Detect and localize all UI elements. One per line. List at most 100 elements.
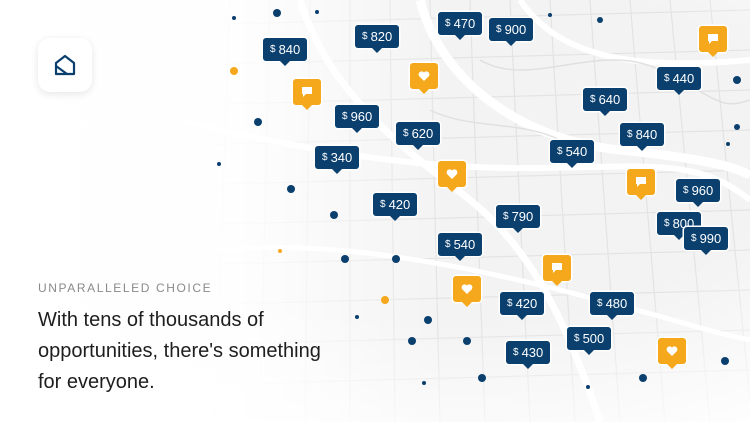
price-pin[interactable]: $540: [438, 233, 483, 261]
favorite-pin[interactable]: [438, 161, 466, 192]
message-pin[interactable]: [543, 255, 571, 286]
currency-symbol: $: [445, 239, 451, 250]
map-dot: [463, 337, 471, 345]
price-pin[interactable]: $640: [583, 88, 628, 116]
map-dot: [315, 10, 319, 14]
map-dot: [478, 374, 486, 382]
price-pin[interactable]: $960: [676, 179, 721, 207]
price-pin[interactable]: $500: [567, 327, 612, 355]
currency-symbol: $: [403, 128, 409, 139]
price-pin[interactable]: $820: [355, 25, 400, 53]
currency-symbol: $: [513, 347, 519, 358]
map-dot: [733, 76, 741, 84]
heart-icon: [418, 71, 430, 81]
chat-bubble-icon: [708, 34, 718, 44]
price-value: 540: [565, 144, 588, 159]
price-value: 900: [504, 22, 527, 37]
map-dot: [278, 249, 282, 253]
price-pin[interactable]: $430: [506, 341, 551, 369]
message-pin[interactable]: [627, 169, 655, 200]
price-value: 840: [278, 42, 301, 57]
price-value: 500: [582, 331, 605, 346]
price-pin[interactable]: $790: [496, 205, 541, 233]
map-dot: [392, 255, 400, 263]
price-value: 990: [699, 231, 722, 246]
price-pin[interactable]: $440: [657, 67, 702, 95]
price-pin[interactable]: $340: [315, 146, 360, 174]
currency-symbol: $: [691, 233, 697, 244]
currency-symbol: $: [496, 24, 502, 35]
price-value: 440: [672, 71, 695, 86]
price-value: 480: [605, 296, 628, 311]
map-dot: [424, 316, 432, 324]
price-pin[interactable]: $900: [489, 18, 534, 46]
currency-symbol: $: [664, 73, 670, 84]
price-pin[interactable]: $840: [263, 38, 308, 66]
section-eyebrow: UNPARALLELED CHOICE: [38, 281, 213, 295]
price-pin[interactable]: $480: [590, 292, 635, 320]
heart-icon: [461, 284, 473, 294]
price-value: 620: [411, 126, 434, 141]
price-value: 540: [453, 237, 476, 252]
price-pin[interactable]: $840: [620, 123, 665, 151]
currency-symbol: $: [664, 218, 670, 229]
price-pin[interactable]: $540: [550, 140, 595, 168]
favorite-pin[interactable]: [453, 276, 481, 307]
headline: With tens of thousands of opportunities,…: [38, 309, 321, 393]
currency-symbol: $: [627, 129, 633, 140]
map-dot: [232, 16, 236, 20]
message-pin[interactable]: [699, 26, 727, 57]
chat-bubble-icon: [302, 87, 312, 97]
map-dot: [586, 385, 590, 389]
map-dot: [230, 67, 238, 75]
map-dot: [639, 374, 647, 382]
price-value: 820: [370, 29, 393, 44]
map-dot: [287, 185, 295, 193]
chat-bubble-icon: [636, 177, 646, 187]
price-pin[interactable]: $620: [396, 122, 441, 150]
map-dot: [726, 142, 730, 146]
currency-symbol: $: [597, 298, 603, 309]
app-logo-tile: [38, 38, 92, 92]
map-dot: [254, 118, 262, 126]
message-pin[interactable]: [293, 79, 321, 110]
map-dot: [408, 337, 416, 345]
price-value: 420: [388, 197, 411, 212]
currency-symbol: $: [574, 333, 580, 344]
map-dot: [217, 162, 221, 166]
currency-symbol: $: [503, 211, 509, 222]
currency-symbol: $: [445, 18, 451, 29]
favorite-pin[interactable]: [410, 63, 438, 94]
price-value: 960: [691, 183, 714, 198]
currency-symbol: $: [557, 146, 563, 157]
price-value: 340: [330, 150, 353, 165]
map-dot: [734, 124, 740, 130]
currency-symbol: $: [322, 152, 328, 163]
price-value: 640: [598, 92, 621, 107]
map-dot: [597, 17, 603, 23]
price-value: 840: [635, 127, 658, 142]
currency-symbol: $: [342, 111, 348, 122]
price-value: 420: [515, 296, 538, 311]
price-value: 430: [521, 345, 544, 360]
map-dot: [341, 255, 349, 263]
house-logo-icon: [54, 54, 76, 76]
map-dot: [355, 315, 359, 319]
currency-symbol: $: [270, 44, 276, 55]
map-dot: [721, 357, 729, 365]
price-pin[interactable]: $470: [438, 12, 483, 40]
price-pin[interactable]: $960: [335, 105, 380, 133]
map-dot: [422, 381, 426, 385]
price-value: 790: [511, 209, 534, 224]
price-pin[interactable]: $990: [684, 227, 729, 255]
map-dot: [273, 9, 281, 17]
price-pin[interactable]: $420: [500, 292, 545, 320]
map-dot: [330, 211, 338, 219]
map-dot: [381, 296, 389, 304]
heart-icon: [446, 169, 458, 179]
currency-symbol: $: [683, 185, 689, 196]
price-pin[interactable]: $420: [373, 193, 418, 221]
favorite-pin[interactable]: [658, 338, 686, 369]
price-value: 960: [350, 109, 373, 124]
